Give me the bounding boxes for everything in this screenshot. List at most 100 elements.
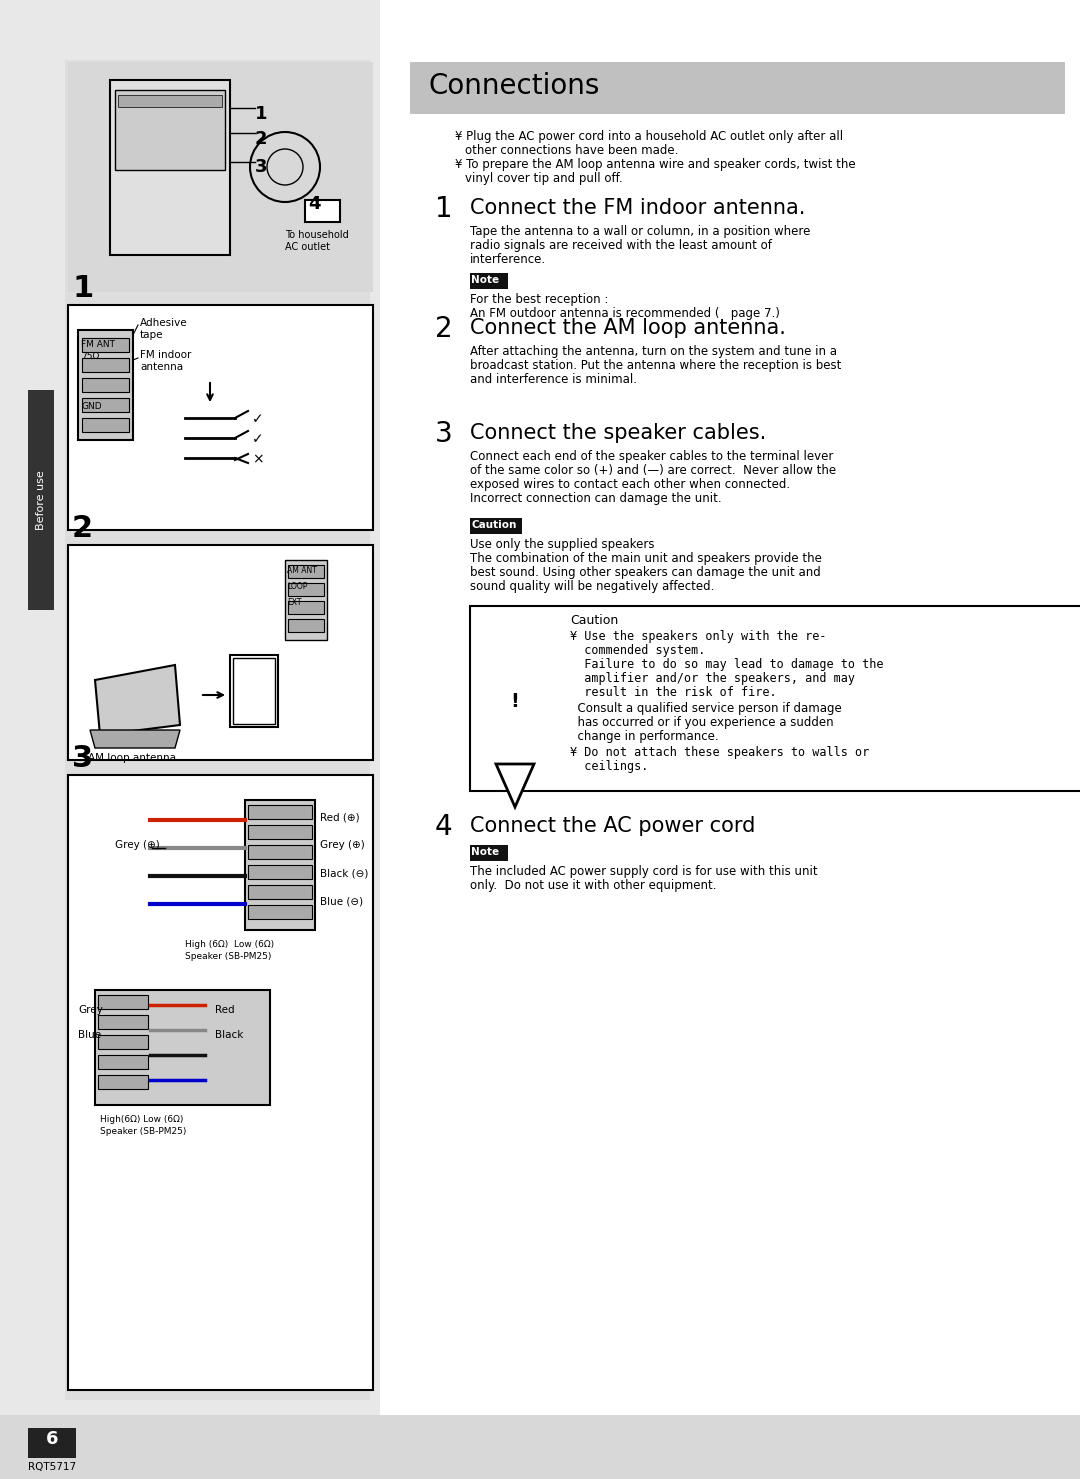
Text: has occurred or if you experience a sudden: has occurred or if you experience a sudd… bbox=[570, 716, 834, 729]
Text: Grey (⊕): Grey (⊕) bbox=[114, 840, 160, 850]
Text: Red (⊕): Red (⊕) bbox=[320, 812, 360, 822]
Text: 2: 2 bbox=[72, 515, 93, 543]
Text: amplifier and/or the speakers, and may: amplifier and/or the speakers, and may bbox=[570, 671, 855, 685]
Bar bbox=[82, 379, 129, 392]
Text: sound quality will be negatively affected.: sound quality will be negatively affecte… bbox=[470, 580, 714, 593]
Text: ¥ Do not attach these speakers to walls or: ¥ Do not attach these speakers to walls … bbox=[570, 745, 869, 759]
Bar bbox=[288, 600, 324, 614]
Text: best sound. Using other speakers can damage the unit and: best sound. Using other speakers can dam… bbox=[470, 566, 821, 578]
Bar bbox=[470, 845, 508, 861]
Polygon shape bbox=[95, 666, 180, 735]
Polygon shape bbox=[90, 731, 180, 748]
Text: High(6Ω) Low (6Ω): High(6Ω) Low (6Ω) bbox=[100, 1115, 184, 1124]
Text: The combination of the main unit and speakers provide the: The combination of the main unit and spe… bbox=[470, 552, 822, 565]
Bar bbox=[110, 80, 230, 254]
Bar bbox=[82, 419, 129, 432]
Bar bbox=[114, 90, 225, 170]
Text: Note: Note bbox=[471, 275, 499, 285]
Text: ceilings.: ceilings. bbox=[570, 760, 648, 774]
Bar bbox=[288, 583, 324, 596]
Text: 3: 3 bbox=[72, 744, 93, 774]
Text: 1: 1 bbox=[255, 105, 268, 123]
Text: To household: To household bbox=[285, 231, 349, 240]
Bar bbox=[380, 0, 1080, 1479]
Text: 1: 1 bbox=[72, 274, 93, 303]
Text: ¥ Use the speakers only with the re-: ¥ Use the speakers only with the re- bbox=[570, 630, 826, 643]
Text: For the best reception :: For the best reception : bbox=[470, 293, 608, 306]
Text: ×: × bbox=[252, 453, 264, 466]
Bar bbox=[82, 358, 129, 373]
Text: ✓: ✓ bbox=[252, 432, 264, 447]
Text: broadcast station. Put the antenna where the reception is best: broadcast station. Put the antenna where… bbox=[470, 359, 841, 373]
Bar bbox=[248, 845, 312, 859]
Bar bbox=[233, 658, 275, 725]
Bar bbox=[288, 620, 324, 632]
Bar bbox=[470, 606, 1080, 791]
Text: ¥ Plug the AC power cord into a household AC outlet only after all: ¥ Plug the AC power cord into a househol… bbox=[455, 130, 843, 143]
Text: AC outlet: AC outlet bbox=[285, 243, 330, 251]
Text: GND: GND bbox=[81, 402, 102, 411]
Text: radio signals are received with the least amount of: radio signals are received with the leas… bbox=[470, 240, 772, 251]
Bar bbox=[28, 390, 54, 609]
Bar bbox=[0, 1415, 1080, 1479]
Text: Red: Red bbox=[215, 1006, 234, 1015]
Text: ¥ To prepare the AM loop antenna wire and speaker cords, twist the: ¥ To prepare the AM loop antenna wire an… bbox=[455, 158, 855, 172]
Text: !: ! bbox=[511, 692, 519, 711]
Text: tape: tape bbox=[140, 330, 163, 340]
Bar bbox=[470, 274, 508, 288]
Text: Failure to do so may lead to damage to the: Failure to do so may lead to damage to t… bbox=[570, 658, 883, 671]
Text: An FM outdoor antenna is recommended (   page 7.): An FM outdoor antenna is recommended ( p… bbox=[470, 308, 780, 319]
Text: 4: 4 bbox=[435, 813, 453, 842]
Bar bbox=[248, 884, 312, 899]
Bar bbox=[68, 305, 373, 529]
Bar bbox=[98, 1015, 148, 1029]
Text: AM loop antenna: AM loop antenna bbox=[87, 753, 176, 763]
Text: ✓: ✓ bbox=[252, 413, 264, 426]
Bar bbox=[98, 995, 148, 1009]
Text: Connections: Connections bbox=[428, 72, 599, 101]
Text: Connect each end of the speaker cables to the terminal lever: Connect each end of the speaker cables t… bbox=[470, 450, 834, 463]
Text: and interference is minimal.: and interference is minimal. bbox=[470, 373, 637, 386]
Bar bbox=[82, 398, 129, 413]
Bar bbox=[410, 62, 1065, 114]
Bar bbox=[98, 1035, 148, 1049]
Text: exposed wires to contact each other when connected.: exposed wires to contact each other when… bbox=[470, 478, 791, 491]
Text: After attaching the antenna, turn on the system and tune in a: After attaching the antenna, turn on the… bbox=[470, 345, 837, 358]
Bar bbox=[285, 561, 327, 640]
Bar bbox=[248, 865, 312, 879]
Bar bbox=[248, 905, 312, 918]
Text: Adhesive: Adhesive bbox=[140, 318, 188, 328]
Bar bbox=[305, 200, 340, 222]
Polygon shape bbox=[496, 765, 534, 808]
Text: Connect the FM indoor antenna.: Connect the FM indoor antenna. bbox=[470, 198, 806, 217]
Text: Blue (⊖): Blue (⊖) bbox=[320, 896, 363, 907]
Bar bbox=[245, 800, 315, 930]
Bar bbox=[65, 61, 370, 1401]
Text: Black: Black bbox=[215, 1029, 243, 1040]
Bar bbox=[470, 518, 522, 534]
Bar bbox=[98, 1055, 148, 1069]
Text: Before use: Before use bbox=[36, 470, 46, 529]
Bar bbox=[118, 95, 222, 106]
Text: 3: 3 bbox=[435, 420, 453, 448]
Text: Blue: Blue bbox=[78, 1029, 102, 1040]
Text: Connect the AC power cord: Connect the AC power cord bbox=[470, 816, 755, 836]
Text: of the same color so (+) and (—) are correct.  Never allow the: of the same color so (+) and (—) are cor… bbox=[470, 464, 836, 478]
Bar bbox=[82, 339, 129, 352]
Text: Tape the antenna to a wall or column, in a position where: Tape the antenna to a wall or column, in… bbox=[470, 225, 810, 238]
Bar bbox=[68, 544, 373, 760]
Text: Black (⊖): Black (⊖) bbox=[320, 868, 368, 879]
Text: Connect the AM loop antenna.: Connect the AM loop antenna. bbox=[470, 318, 786, 339]
Text: only.  Do not use it with other equipment.: only. Do not use it with other equipment… bbox=[470, 879, 716, 892]
Text: High (6Ω)  Low (6Ω): High (6Ω) Low (6Ω) bbox=[185, 941, 274, 950]
Bar bbox=[248, 805, 312, 819]
Text: FM ANT: FM ANT bbox=[81, 340, 114, 349]
Text: commended system.: commended system. bbox=[570, 643, 705, 657]
Bar bbox=[95, 989, 270, 1105]
Text: 6: 6 bbox=[45, 1430, 58, 1448]
Text: Consult a qualified service person if damage: Consult a qualified service person if da… bbox=[570, 703, 841, 714]
Text: AM ANT: AM ANT bbox=[287, 566, 316, 575]
Text: antenna: antenna bbox=[140, 362, 184, 373]
Text: 4: 4 bbox=[308, 195, 321, 213]
Text: Incorrect connection can damage the unit.: Incorrect connection can damage the unit… bbox=[470, 493, 721, 504]
